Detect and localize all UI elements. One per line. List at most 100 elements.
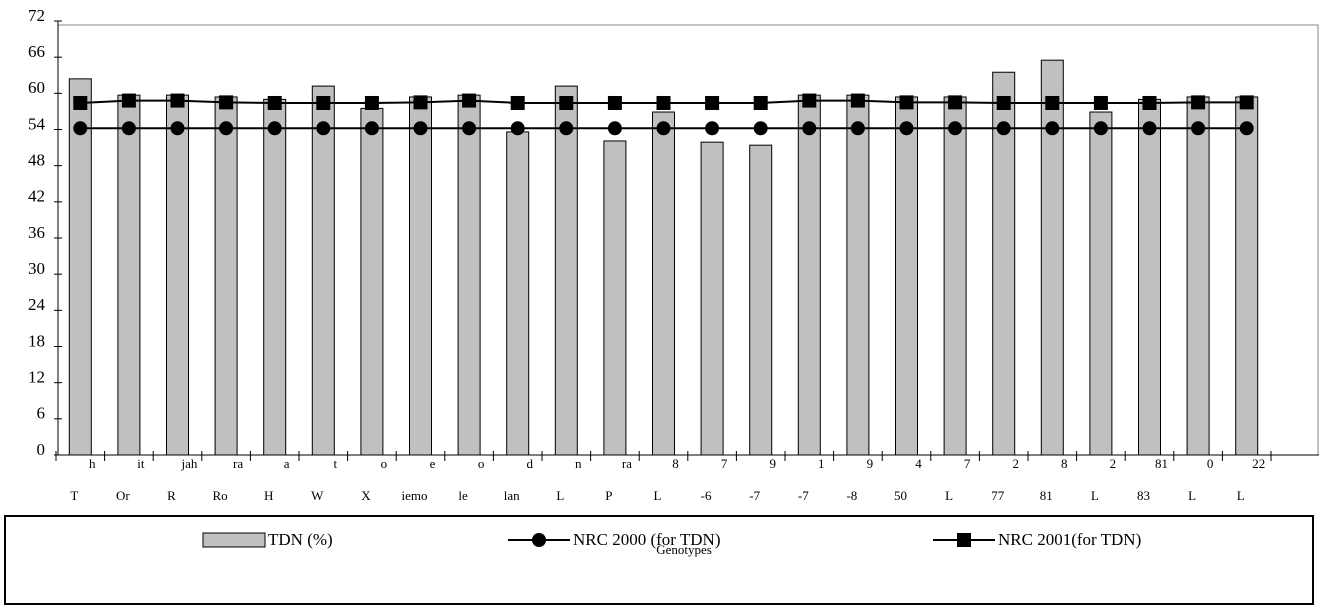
marker [1142,95,1157,110]
bar [1138,98,1161,456]
marker [267,95,282,110]
marker [1191,95,1206,110]
marker [170,121,185,136]
marker [996,121,1011,136]
marker [413,121,428,136]
x-tick-label: 22 [1252,456,1265,471]
x-axis-label: Genotypes [656,542,712,557]
marker [170,93,185,108]
x-tick-label: 9 [867,456,874,471]
y-tick-label: 24 [28,295,46,314]
x-tick-sublabel: lan [504,488,520,503]
legend-box [4,515,1314,605]
x-tick-label: 8 [672,456,679,471]
marker [121,121,136,136]
marker [559,95,574,110]
y-tick-label: 30 [28,259,45,278]
plot-frame [57,24,1319,456]
bar [1186,96,1210,456]
x-tick-sublabel: -6 [701,488,712,503]
x-tick-sublabel: -7 [749,488,760,503]
marker [73,121,88,136]
y-tick-label: 36 [28,223,45,242]
marker [364,121,379,136]
bar [311,85,335,456]
legend-swatch [202,532,266,548]
marker [462,121,477,136]
marker [316,95,331,110]
x-tick-sublabel: 50 [894,488,907,503]
marker [219,95,234,110]
x-tick-label: t [333,456,337,471]
legend-label: TDN (%) [268,530,333,549]
x-tick-label: e [430,456,436,471]
marker [1093,121,1108,136]
bar [457,94,481,456]
x-tick-sublabel: -8 [846,488,857,503]
marker [510,95,525,110]
bar [1235,96,1259,456]
marker [1045,121,1060,136]
bar [166,94,189,456]
x-tick-label: jah [181,456,198,471]
bar [992,71,1016,456]
marker [219,121,234,136]
marker [705,95,720,110]
y-tick-label: 48 [28,151,45,170]
marker [462,93,477,108]
marker [1191,121,1206,136]
bar [846,94,870,456]
x-tick-sublabel: le [458,488,468,503]
bar [1040,59,1064,456]
bar [603,140,627,456]
y-tick-label: 66 [28,42,45,61]
marker [656,95,671,110]
x-tick-sublabel: L [556,488,564,503]
marker [413,95,428,110]
bar [895,96,918,456]
x-tick-label: 1 [818,456,825,471]
x-tick-sublabel: -7 [798,488,809,503]
x-tick-label: 0 [1207,456,1214,471]
bar [409,96,432,456]
marker [899,95,914,110]
x-tick-sublabel: W [311,488,324,503]
x-tick-sublabel: X [361,488,371,503]
marker [948,121,963,136]
bar [700,141,724,456]
x-tick-label: ra [233,456,243,471]
marker [802,93,817,108]
x-tick-sublabel: L [1237,488,1245,503]
x-tick-label: 7 [721,456,728,471]
marker [267,121,282,136]
y-tick-label: 0 [37,440,46,459]
bar [117,94,141,456]
y-tick-label: 18 [28,331,45,350]
x-tick-sublabel: T [70,488,78,503]
y-tick-label: 60 [28,78,45,97]
marker [607,121,622,136]
bar [1089,111,1113,456]
marker [559,121,574,136]
bar [506,131,530,456]
marker [121,93,136,108]
bar [554,85,578,456]
legend-label: NRC 2000 (for TDN) [573,530,720,549]
marker [1045,95,1060,110]
marker [802,121,817,136]
marker [1239,121,1254,136]
x-tick-label: o [381,456,388,471]
legend-marker [957,533,971,547]
marker [753,95,768,110]
y-tick-label: 6 [37,404,46,423]
x-tick-label: n [575,456,582,471]
marker [1239,95,1254,110]
bar [749,144,773,456]
bar [943,96,967,456]
x-tick-label: 4 [915,456,922,471]
y-tick-label: 42 [28,187,45,206]
y-tick-label: 12 [28,368,45,387]
marker [607,95,622,110]
x-tick-sublabel: L [654,488,662,503]
